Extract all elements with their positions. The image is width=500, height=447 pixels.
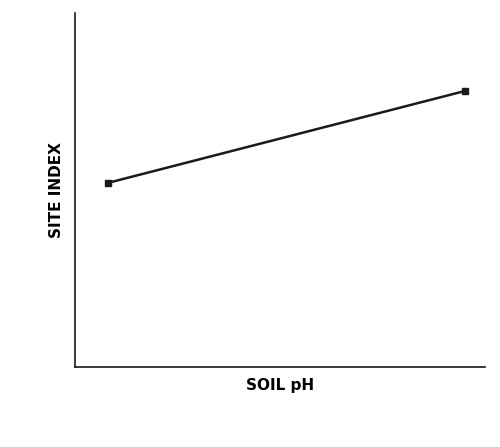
- X-axis label: SOIL pH: SOIL pH: [246, 378, 314, 392]
- Y-axis label: SITE INDEX: SITE INDEX: [49, 142, 64, 238]
